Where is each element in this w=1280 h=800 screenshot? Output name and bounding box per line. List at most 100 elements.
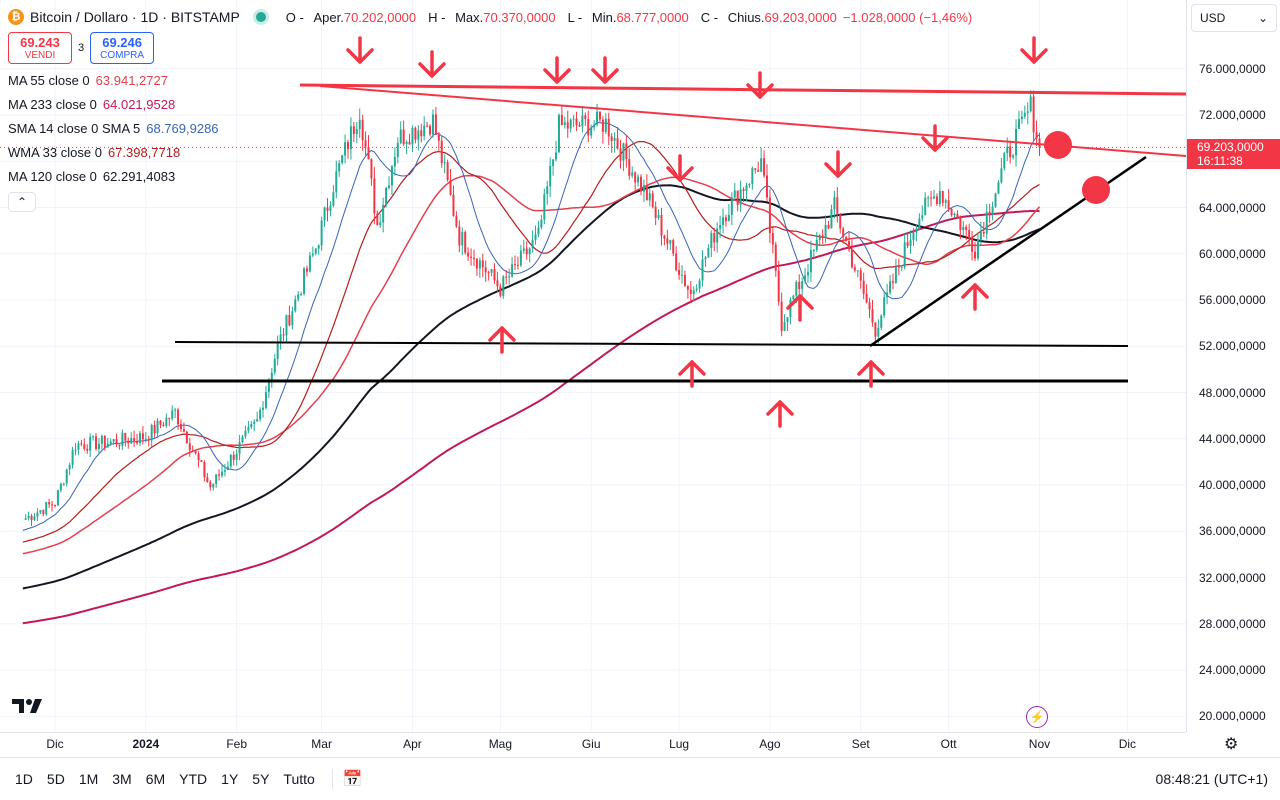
candle: [212, 483, 215, 491]
candle-body: [112, 439, 115, 442]
candle-body: [405, 141, 408, 145]
timeframe-button[interactable]: 1D: [15, 771, 33, 787]
candle-body: [862, 280, 865, 294]
indicator-sma14[interactable]: SMA 14 close 0 SMA 5 68.769,9286: [8, 120, 219, 136]
candle-body: [505, 276, 508, 278]
candle-body: [65, 469, 68, 484]
time-label: Ago: [759, 737, 781, 751]
time-axis[interactable]: Dic 2024 Feb Mar Apr Mag Giu Lug Ago Set Ott Nov Dic: [0, 732, 1186, 756]
candle: [83, 438, 86, 451]
candle-body: [789, 299, 792, 318]
candle: [344, 134, 347, 164]
flash-icon[interactable]: ⚡: [1026, 706, 1048, 728]
timeframe-button[interactable]: 5Y: [252, 771, 270, 787]
candle-body: [68, 464, 71, 470]
timeframe-button[interactable]: 1Y: [221, 771, 239, 787]
candle: [1017, 110, 1020, 129]
price-axis[interactable]: USD ⌄ 76.000,000072.000,000068.000,00006…: [1186, 0, 1280, 732]
timeframe-button[interactable]: 1M: [78, 771, 99, 787]
candle: [525, 241, 528, 260]
indicator-ma55[interactable]: MA 55 close 0 63.941,2727: [8, 72, 168, 88]
candle: [924, 192, 927, 216]
price-label: 72.000,0000: [1199, 108, 1266, 122]
current-price-value: 69.203,0000: [1197, 140, 1264, 155]
price-label: 64.000,0000: [1199, 200, 1266, 215]
indicator-wma33[interactable]: WMA 33 close 0 67.398,7718: [8, 144, 181, 160]
candle-body: [619, 148, 622, 161]
candle: [631, 166, 634, 179]
candle-body: [431, 114, 434, 135]
tradingview-logo[interactable]: [12, 697, 44, 715]
candle-body: [467, 252, 470, 257]
candle-body: [218, 474, 221, 476]
currency-selector[interactable]: USD ⌄: [1191, 4, 1277, 32]
candle-body: [341, 155, 344, 164]
candle-body: [24, 518, 27, 520]
candle: [440, 136, 443, 168]
candle: [918, 213, 921, 231]
time-label: Mag: [488, 737, 513, 751]
candle-body: [147, 438, 150, 441]
time-label: Mar: [311, 737, 332, 751]
candle: [660, 207, 663, 246]
candle-body: [194, 451, 197, 454]
candle-body: [751, 168, 754, 184]
time-label: Giu: [581, 737, 601, 751]
price-label: 36.000,0000: [1199, 524, 1266, 539]
candle-body: [1017, 119, 1020, 129]
candle: [420, 123, 423, 143]
sell-button[interactable]: 69.243 VENDI: [8, 32, 72, 64]
candle-body: [461, 232, 464, 246]
buy-button[interactable]: 69.246 COMPRA: [90, 32, 155, 64]
candle-body: [367, 146, 370, 160]
candle-body: [1020, 116, 1023, 120]
candle: [305, 265, 308, 277]
settings-gear-icon[interactable]: ⚙: [1224, 736, 1239, 753]
timeframe-button[interactable]: YTD: [179, 771, 208, 787]
timeframe-button[interactable]: 3M: [112, 771, 132, 787]
timeframe-button[interactable]: Tutto: [283, 771, 315, 787]
candle-body: [584, 115, 587, 120]
time-label: Feb: [226, 737, 247, 751]
arrow-up-icon: [678, 360, 706, 388]
candle-body: [654, 206, 657, 218]
collapse-legend-button[interactable]: ⌃: [8, 192, 36, 212]
candle: [789, 297, 792, 325]
candle: [666, 229, 669, 250]
candle: [833, 190, 836, 219]
candle: [317, 244, 320, 255]
candle-body: [598, 111, 601, 120]
candle: [77, 440, 80, 456]
candle-body: [889, 281, 892, 293]
candle: [751, 166, 754, 190]
date-range-icon[interactable]: 📅: [342, 771, 363, 788]
clock[interactable]: 08:48:21 (UTC+1): [1155, 771, 1268, 787]
price-chart[interactable]: [0, 0, 1186, 732]
candle: [373, 167, 376, 225]
candle: [393, 147, 396, 176]
price-label: 56.000,0000: [1199, 293, 1266, 307]
candle-body: [62, 483, 65, 485]
candle: [645, 174, 648, 201]
candle: [672, 238, 675, 257]
candle: [528, 247, 531, 263]
candle-body: [508, 276, 511, 278]
candle-body: [783, 322, 786, 331]
candle: [56, 489, 59, 507]
candle-body: [727, 214, 730, 222]
symbol-title[interactable]: Bitcoin / Dollaro · 1D · BITSTAMP: [30, 9, 240, 25]
candle: [763, 150, 766, 178]
candle: [472, 249, 475, 267]
candle: [27, 511, 30, 521]
candle: [584, 112, 587, 126]
timeframe-button[interactable]: 6M: [145, 771, 166, 787]
indicator-ma233[interactable]: MA 233 close 0 64.021,9528: [8, 96, 176, 112]
candle-body: [256, 419, 259, 422]
candle: [39, 510, 42, 515]
chart-plot-area[interactable]: ₿ Bitcoin / Dollaro · 1D · BITSTAMP O - …: [0, 0, 1186, 732]
candle: [927, 195, 930, 207]
candle-body: [827, 224, 830, 229]
timeframe-button[interactable]: 5D: [46, 771, 65, 787]
indicator-ma120[interactable]: MA 120 close 0 62.291,4083: [8, 168, 176, 184]
candle-body: [795, 281, 798, 296]
